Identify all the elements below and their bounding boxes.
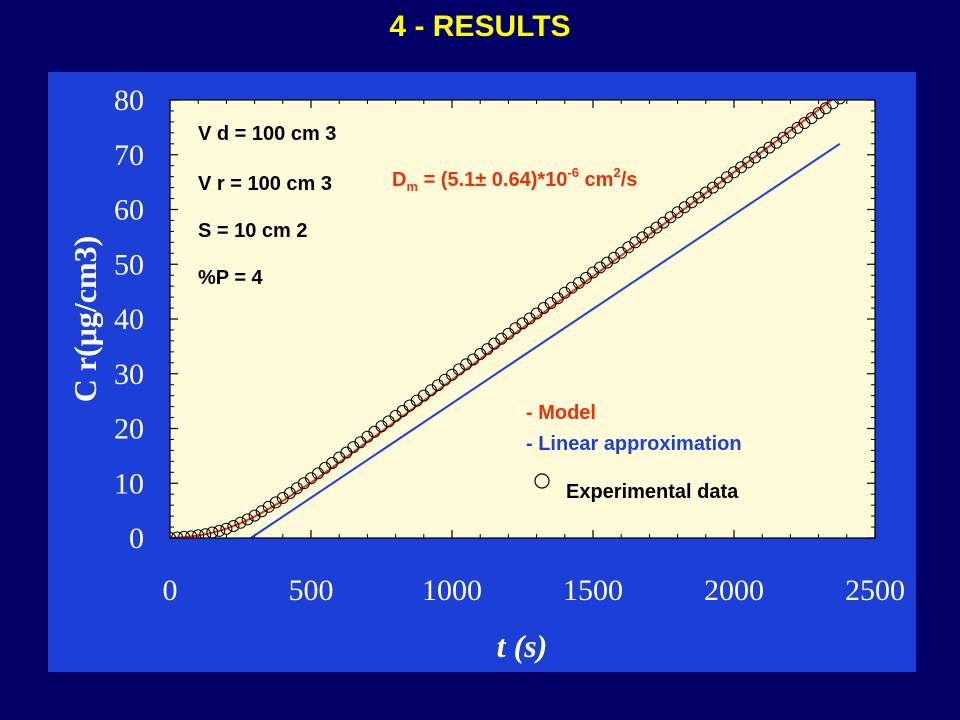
dm-label: Dm = (5.1± 0.64)*10-6 cm2/s xyxy=(392,165,637,194)
model-line xyxy=(170,100,834,538)
legend-linear: - Linear approximation xyxy=(526,433,742,455)
porosity-label: %P = 4 xyxy=(198,267,264,289)
plot-area xyxy=(170,100,875,538)
data-point xyxy=(269,496,282,509)
chart: 0 10 20 30 40 50 60 70 80 0 500 1000 1500 2000 2500 t… xyxy=(67,84,906,664)
y-tick-label: 60 xyxy=(114,194,144,227)
y-tick-label: 80 xyxy=(114,84,144,117)
data-point xyxy=(192,529,205,538)
data-point xyxy=(206,526,219,538)
y-tick-label: 20 xyxy=(114,413,144,446)
data-point xyxy=(227,520,240,532)
data-point xyxy=(248,509,261,522)
y-tick-label: 70 xyxy=(114,139,144,172)
area-label: S = 10 cm 2 xyxy=(198,220,308,242)
x-axis-title: t (s) xyxy=(497,628,548,664)
y-tick-label: 10 xyxy=(114,467,144,500)
chart-panel: 0 10 20 30 40 50 60 70 80 0 500 1000 1500 2000 2500 t… xyxy=(48,72,916,672)
x-tick-label: 500 xyxy=(289,574,334,607)
series-lines xyxy=(170,100,841,538)
linear-approximation-line xyxy=(249,142,841,538)
x-tick-label: 1000 xyxy=(422,574,482,607)
data-point xyxy=(199,528,212,538)
y-tick-label: 30 xyxy=(114,358,144,391)
slide-title: 4 - RESULTS xyxy=(389,10,571,43)
vd-label: V d = 100 cm 3 xyxy=(198,123,336,145)
x-tick-label: 2000 xyxy=(704,574,764,607)
legend-point-marker xyxy=(534,473,550,489)
x-tick-labels: 0 500 1000 1500 2000 2500 xyxy=(163,574,906,607)
data-point xyxy=(178,530,191,538)
data-point xyxy=(834,100,846,105)
x-tick-label: 1500 xyxy=(563,574,623,607)
x-tick-label: 2500 xyxy=(845,574,905,607)
data-point xyxy=(185,530,198,538)
data-point xyxy=(213,524,226,537)
y-axis-title: C r(μg/cm3) xyxy=(67,236,103,403)
y-tick-label: 40 xyxy=(114,303,144,336)
data-point xyxy=(241,513,254,526)
vr-label: V r = 100 cm 3 xyxy=(198,173,332,195)
experimental-points xyxy=(170,100,846,538)
y-tick-labels: 0 10 20 30 40 50 60 70 80 xyxy=(114,84,144,555)
y-tick-label: 0 xyxy=(129,522,144,555)
legend-experimental: Experimental data xyxy=(566,481,739,503)
legend-model: - Model xyxy=(526,402,596,424)
x-tick-label: 0 xyxy=(163,574,178,607)
y-tick-label: 50 xyxy=(114,248,144,281)
data-point xyxy=(255,505,268,518)
data-point xyxy=(234,516,247,529)
data-point xyxy=(220,522,233,535)
data-point xyxy=(262,500,275,513)
plot-frame xyxy=(169,99,876,539)
